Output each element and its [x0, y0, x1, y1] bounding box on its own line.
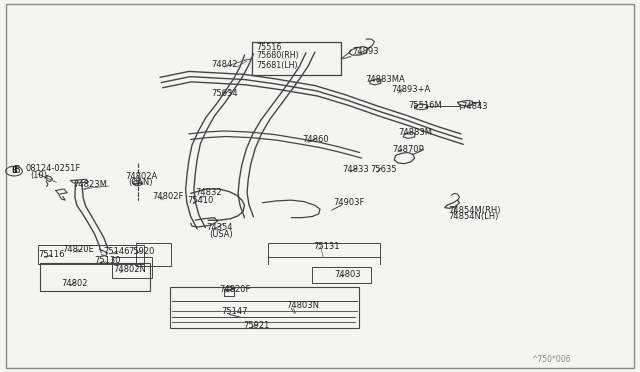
Bar	[312, 267, 371, 283]
Text: (CAN): (CAN)	[128, 178, 152, 187]
Text: 74802N: 74802N	[113, 265, 146, 274]
Text: 74870P: 74870P	[392, 145, 424, 154]
Text: 74820F: 74820F	[220, 285, 251, 294]
Text: 75634: 75634	[211, 89, 238, 98]
Text: 74842: 74842	[211, 60, 237, 69]
Bar	[170, 287, 359, 328]
Text: 74893+A: 74893+A	[392, 85, 431, 94]
Text: 74843: 74843	[461, 102, 488, 110]
Text: 75920: 75920	[128, 247, 154, 256]
Bar	[268, 243, 380, 257]
Text: 74854N(LH): 74854N(LH)	[448, 212, 499, 221]
Text: 74354: 74354	[206, 223, 232, 232]
Text: B: B	[14, 165, 21, 175]
Text: 74893: 74893	[352, 47, 379, 56]
Text: 75147: 75147	[221, 307, 247, 316]
Text: (10): (10)	[31, 171, 48, 180]
Bar	[40, 263, 150, 291]
Bar	[112, 257, 152, 278]
Text: 75131: 75131	[314, 242, 340, 251]
Text: 75516: 75516	[257, 43, 282, 52]
Text: 75921: 75921	[243, 321, 269, 330]
Text: 75130: 75130	[95, 256, 121, 265]
Bar	[252, 42, 341, 75]
Text: 75635: 75635	[370, 165, 397, 174]
Text: ^750*006: ^750*006	[531, 355, 571, 363]
Bar	[38, 245, 144, 264]
Text: 74832: 74832	[195, 188, 222, 197]
Text: 75516M: 75516M	[408, 101, 442, 110]
Text: 74803: 74803	[334, 270, 361, 279]
Text: 74823M: 74823M	[74, 180, 108, 189]
Text: 74903F: 74903F	[333, 198, 364, 207]
Text: 74802F: 74802F	[152, 192, 184, 201]
Text: 75681(LH): 75681(LH)	[257, 61, 298, 70]
Text: 08124-0251F: 08124-0251F	[26, 164, 81, 173]
Text: 74802A: 74802A	[125, 171, 157, 180]
Text: 74803N: 74803N	[287, 301, 320, 310]
Text: 74860: 74860	[302, 135, 329, 144]
Text: 75146: 75146	[104, 247, 130, 256]
Text: 75116: 75116	[38, 250, 65, 259]
Text: 74883M: 74883M	[399, 128, 433, 137]
Bar	[136, 243, 171, 266]
Text: 75410: 75410	[188, 196, 214, 205]
Text: 75680(RH): 75680(RH)	[257, 51, 300, 60]
Text: 74820E: 74820E	[63, 245, 95, 254]
Text: (USA): (USA)	[209, 230, 233, 238]
Text: 74833: 74833	[342, 165, 369, 174]
Text: 74883MA: 74883MA	[365, 75, 404, 84]
Text: B: B	[12, 166, 17, 174]
Text: 74802: 74802	[61, 279, 87, 288]
Text: 74854M(RH): 74854M(RH)	[448, 206, 500, 215]
